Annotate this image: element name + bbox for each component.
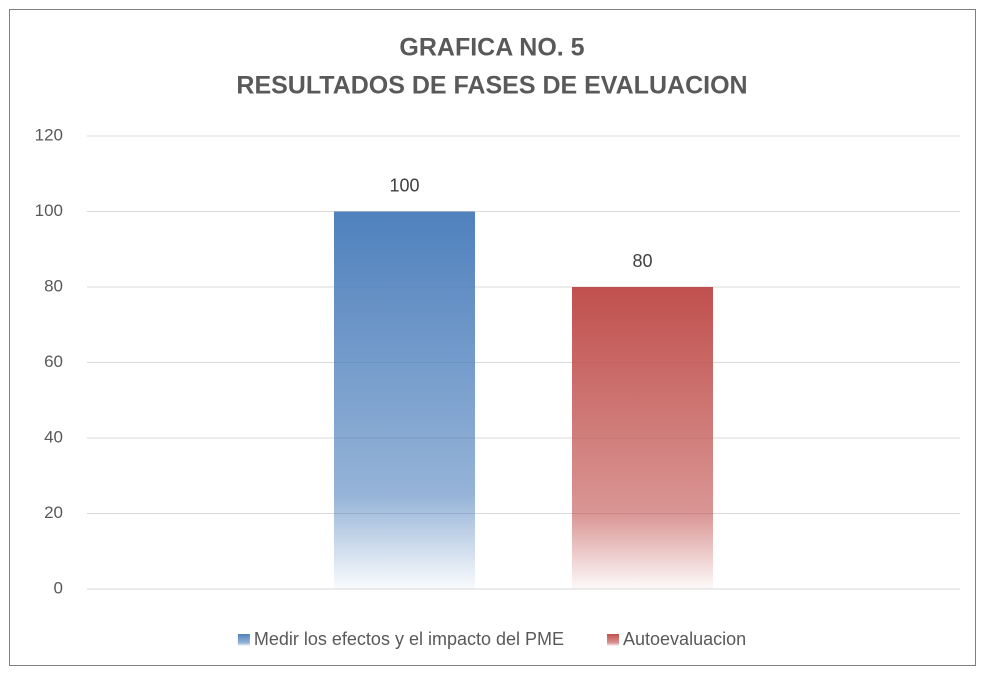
legend-swatch [237,634,250,646]
y-tick-label: 0 [54,578,63,597]
chart-title: RESULTADOS DE FASES DE EVALUACION [236,72,747,100]
y-tick-label: 60 [44,352,63,371]
legend-label: Medir los efectos y el impacto del PME [254,629,564,649]
y-tick-label: 120 [35,125,63,144]
bar [572,287,713,589]
legend-swatch [607,634,620,646]
data-label: 100 [389,175,419,195]
y-tick-label: 100 [35,201,63,220]
legend-label: Autoevaluacion [623,629,746,649]
y-tick-label: 20 [44,503,63,522]
data-label: 80 [632,251,652,271]
y-tick-label: 80 [44,276,63,295]
y-tick-label: 40 [44,427,63,446]
chart-title: GRAFICA NO. 5 [399,34,584,62]
chart-border [9,9,976,666]
bar [334,211,475,589]
legend: Medir los efectos y el impacto del PME Au… [237,629,746,649]
